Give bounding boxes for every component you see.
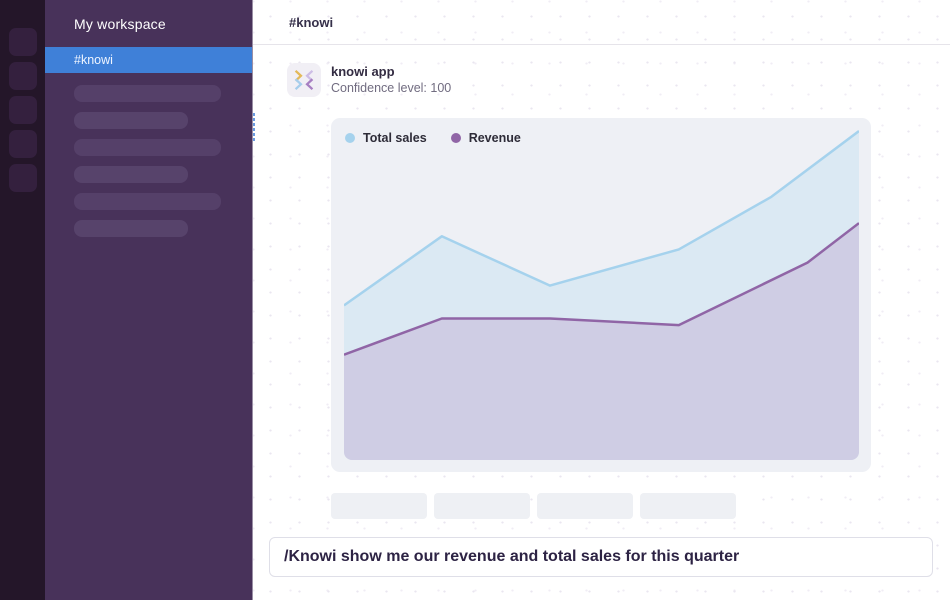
channel-title: #knowi xyxy=(289,14,334,30)
workspace-rail xyxy=(0,0,45,600)
message-composer xyxy=(269,537,933,577)
channel-list-placeholders xyxy=(45,85,252,237)
workspace-icon-5[interactable] xyxy=(8,164,37,192)
legend-item-total-sales[interactable]: Total sales xyxy=(345,131,427,145)
legend-label-revenue: Revenue xyxy=(468,131,521,145)
channel-placeholder xyxy=(74,85,221,102)
area-chart-svg xyxy=(344,130,859,460)
sidebar-edge-indicator xyxy=(253,113,255,143)
sidebar: My workspace #knowi xyxy=(45,0,252,600)
workspace-icon-4[interactable] xyxy=(8,130,37,158)
sales-revenue-chart: Total sales Revenue xyxy=(331,118,871,472)
channel-header: #knowi xyxy=(253,0,950,45)
channel-placeholder xyxy=(74,220,188,237)
legend-dot-revenue xyxy=(450,133,461,143)
message-body: knowi app Confidence level: 100 xyxy=(331,63,451,97)
chart-legend: Total sales Revenue xyxy=(345,131,521,145)
legend-dot-total-sales xyxy=(345,133,355,143)
active-channel-label: #knowi xyxy=(74,53,113,67)
channel-placeholder xyxy=(74,193,221,210)
suggestion-button-3[interactable] xyxy=(537,493,633,519)
bot-message: knowi app Confidence level: 100 xyxy=(287,63,950,97)
channel-placeholder xyxy=(74,139,221,156)
workspace-icon-3[interactable] xyxy=(8,96,37,124)
legend-label-total-sales: Total sales xyxy=(363,131,427,145)
suggestion-buttons xyxy=(331,493,950,519)
knowi-logo-icon xyxy=(287,63,321,97)
channel-placeholder xyxy=(74,112,188,129)
message-author: knowi app xyxy=(331,64,395,79)
suggestion-button-4[interactable] xyxy=(640,493,736,519)
message-input[interactable] xyxy=(269,537,933,577)
main-pane: #knowi knowi app Confidence level: 100 xyxy=(252,0,950,600)
workspace-name: My workspace xyxy=(74,16,166,32)
legend-item-revenue[interactable]: Revenue xyxy=(450,131,521,145)
workspace-icon-2[interactable] xyxy=(8,62,37,90)
suggestion-button-1[interactable] xyxy=(331,493,427,519)
channel-placeholder xyxy=(74,166,188,183)
sidebar-item-knowi-channel[interactable]: #knowi xyxy=(45,47,252,73)
confidence-level-text: Confidence level: 100 xyxy=(331,81,452,95)
workspace-icon-1[interactable] xyxy=(8,28,37,56)
suggestion-button-2[interactable] xyxy=(434,493,530,519)
